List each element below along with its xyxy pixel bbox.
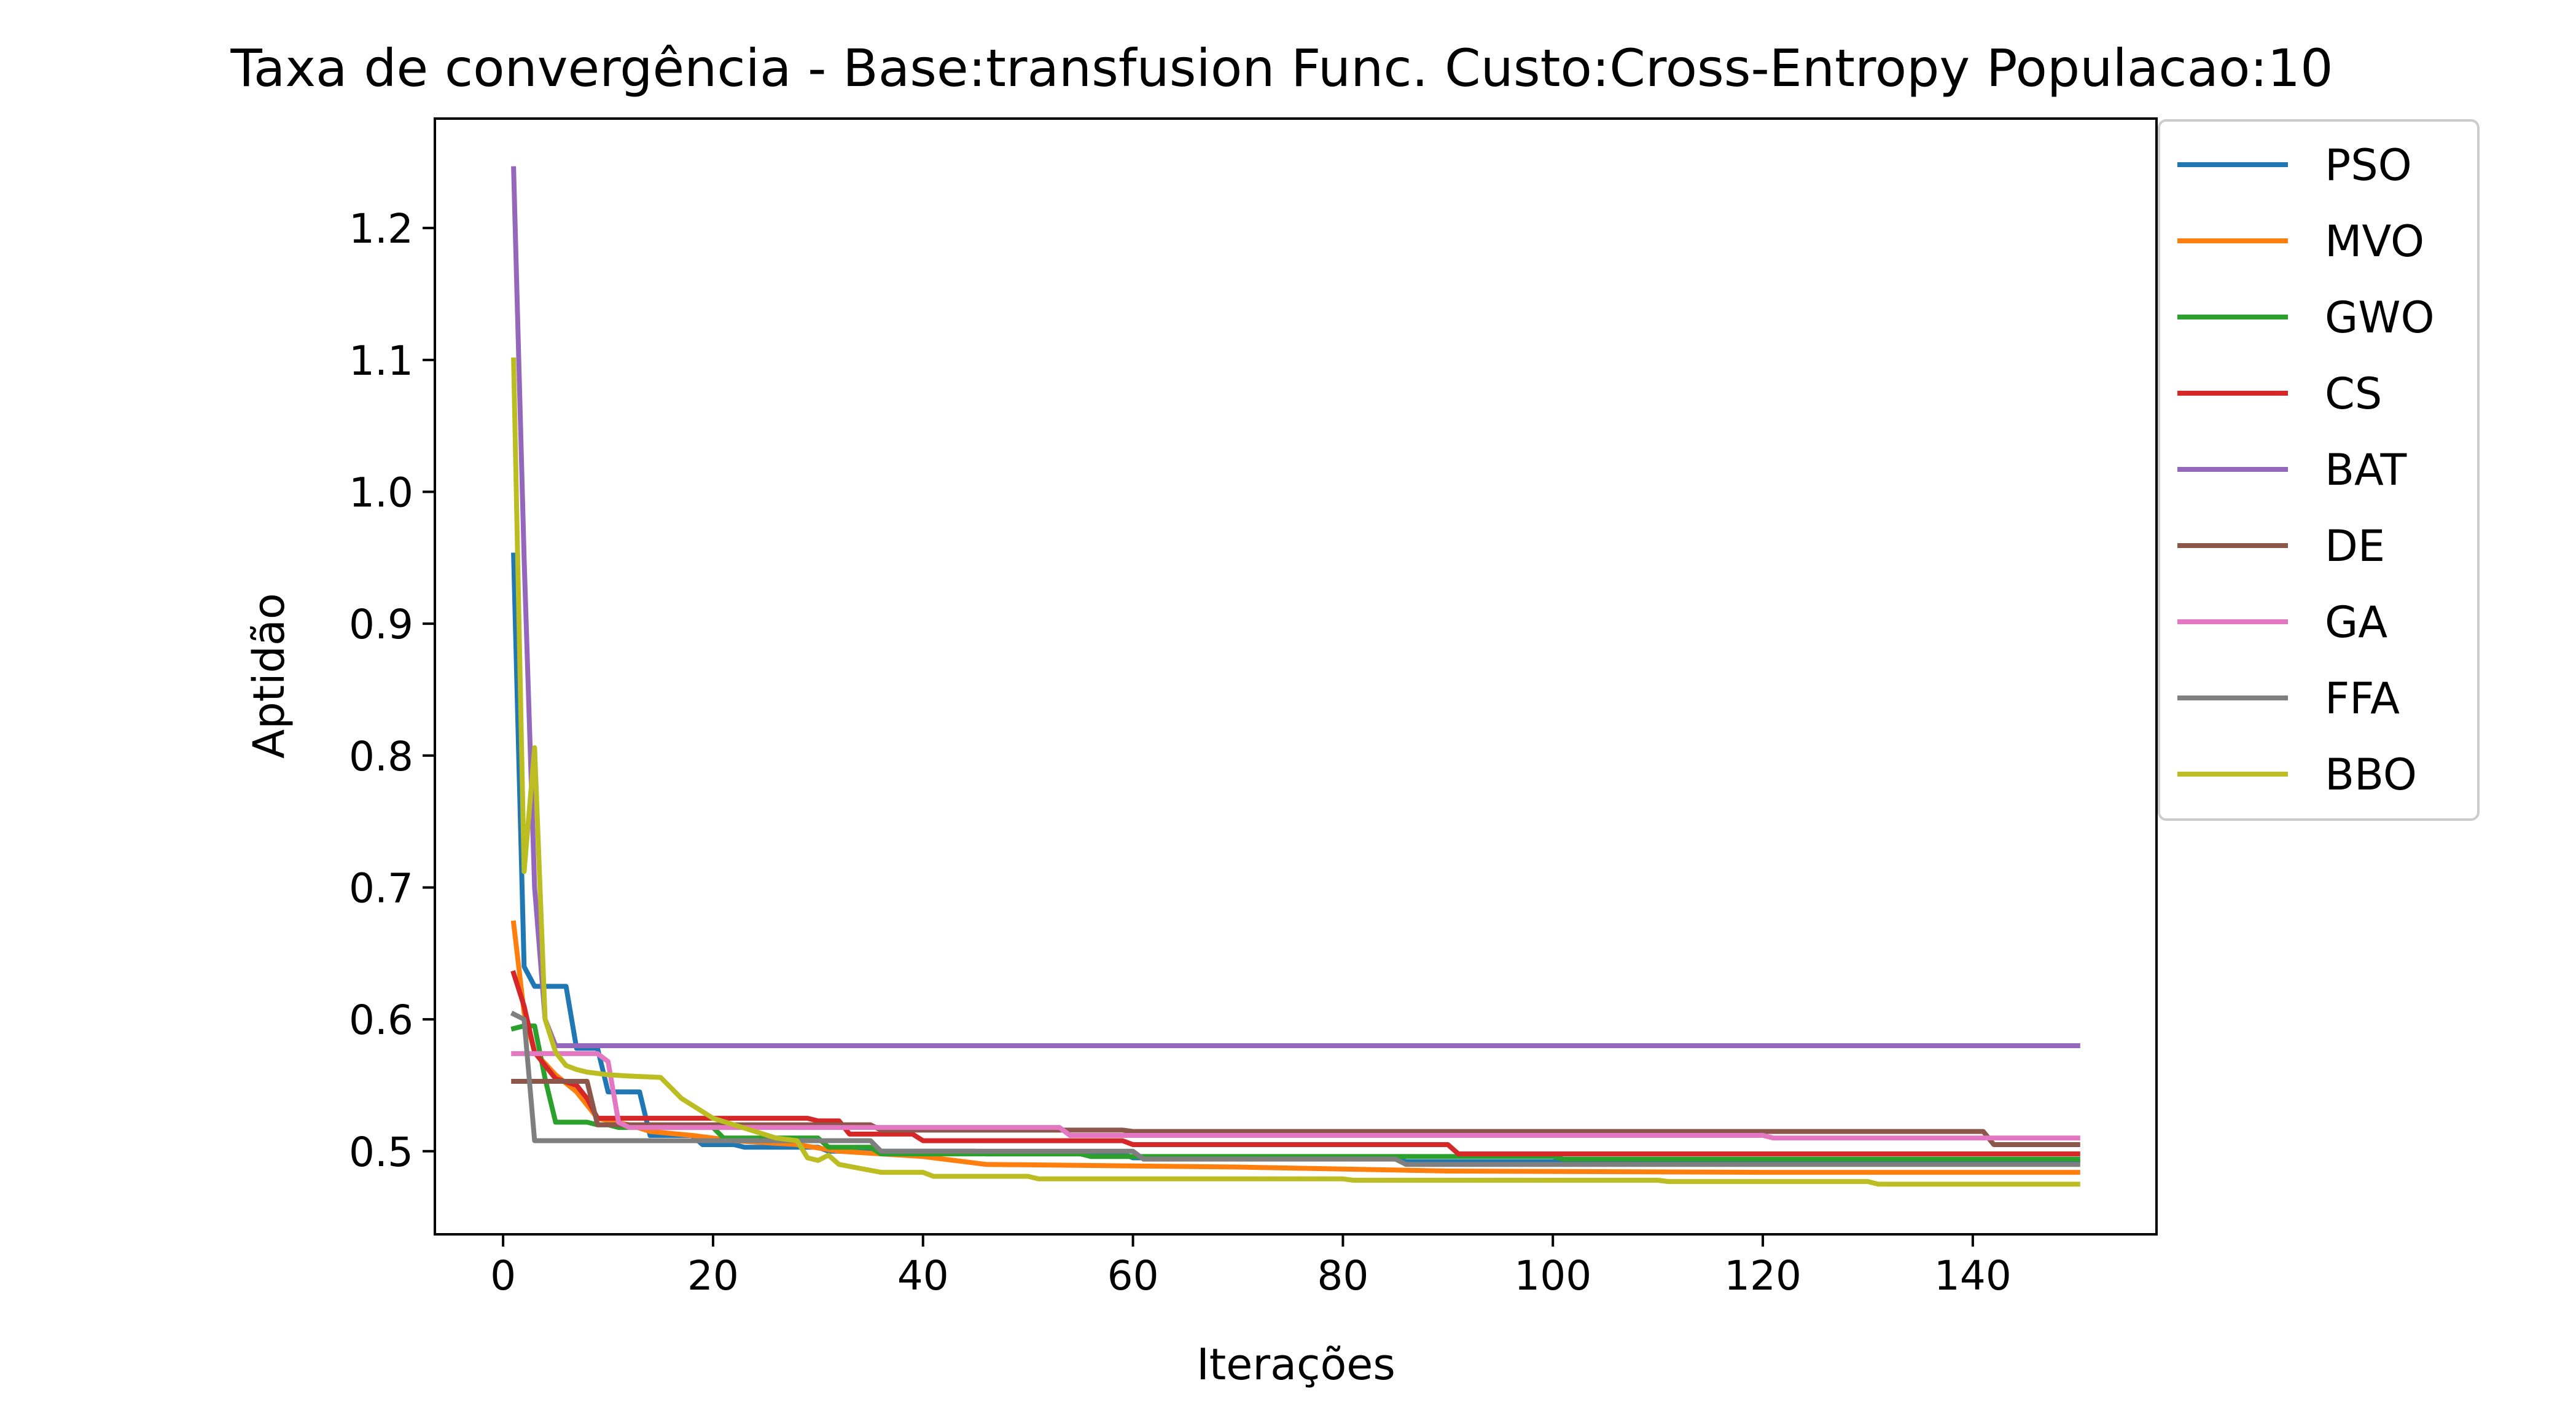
y-tick-label: 0.8: [349, 733, 413, 780]
y-tick-label: 0.7: [349, 864, 413, 912]
y-axis: 0.5 0.6 0.7 0.8 0.9 1.0 1.1 1.2: [349, 205, 435, 1176]
series-line-pso: [511, 552, 2080, 1164]
y-tick-label: 1.1: [349, 337, 413, 385]
legend-label-bbo: BBO: [2325, 750, 2417, 800]
x-tick-label: 140: [1934, 1252, 2012, 1299]
y-tick-label: 0.9: [349, 601, 413, 648]
y-axis-label: Aptidão: [244, 593, 294, 758]
x-tick-label: 40: [897, 1252, 949, 1299]
legend-box: [2158, 119, 2480, 821]
series-line-gwo: [510, 1023, 2080, 1162]
legend-label-gwo: GWO: [2325, 292, 2435, 343]
legend-label-de: DE: [2325, 521, 2385, 571]
y-tick-label: 0.5: [349, 1129, 413, 1176]
series-line-bat: [511, 166, 2080, 1048]
legend-label-ga: GA: [2325, 597, 2387, 648]
series-line-bbo: [511, 357, 2080, 1187]
y-tick-label: 0.6: [349, 997, 413, 1044]
legend-label-mvo: MVO: [2325, 216, 2424, 267]
legend-label-pso: PSO: [2325, 140, 2412, 190]
x-tick-label: 100: [1514, 1252, 1591, 1299]
legend: PSO MVO GWO CS BAT DE GA FFA BBO: [2158, 119, 2480, 821]
x-tick-label: 20: [687, 1252, 739, 1299]
legend-label-cs: CS: [2325, 369, 2382, 419]
series-line-ga: [511, 1051, 2080, 1141]
x-axis: 0 20 40 60 80 100 120 140: [490, 1234, 2012, 1299]
y-tick-label: 1.0: [349, 469, 413, 516]
plot-lines: [510, 166, 2080, 1187]
legend-label-ffa: FFA: [2325, 673, 2400, 724]
x-tick-label: 60: [1107, 1252, 1159, 1299]
legend-label-bat: BAT: [2325, 445, 2406, 495]
y-tick-label: 1.2: [349, 205, 413, 253]
series-line-cs: [510, 970, 2080, 1157]
chart-title: Taxa de convergência - Base:transfusion …: [230, 38, 2333, 98]
x-axis-label: Iterações: [1196, 1339, 1395, 1390]
x-tick-label: 120: [1724, 1252, 1801, 1299]
x-tick-label: 0: [490, 1252, 516, 1299]
x-tick-label: 80: [1317, 1252, 1368, 1299]
plot-frame: [434, 117, 2158, 1236]
series-line-ffa: [510, 1011, 2080, 1167]
